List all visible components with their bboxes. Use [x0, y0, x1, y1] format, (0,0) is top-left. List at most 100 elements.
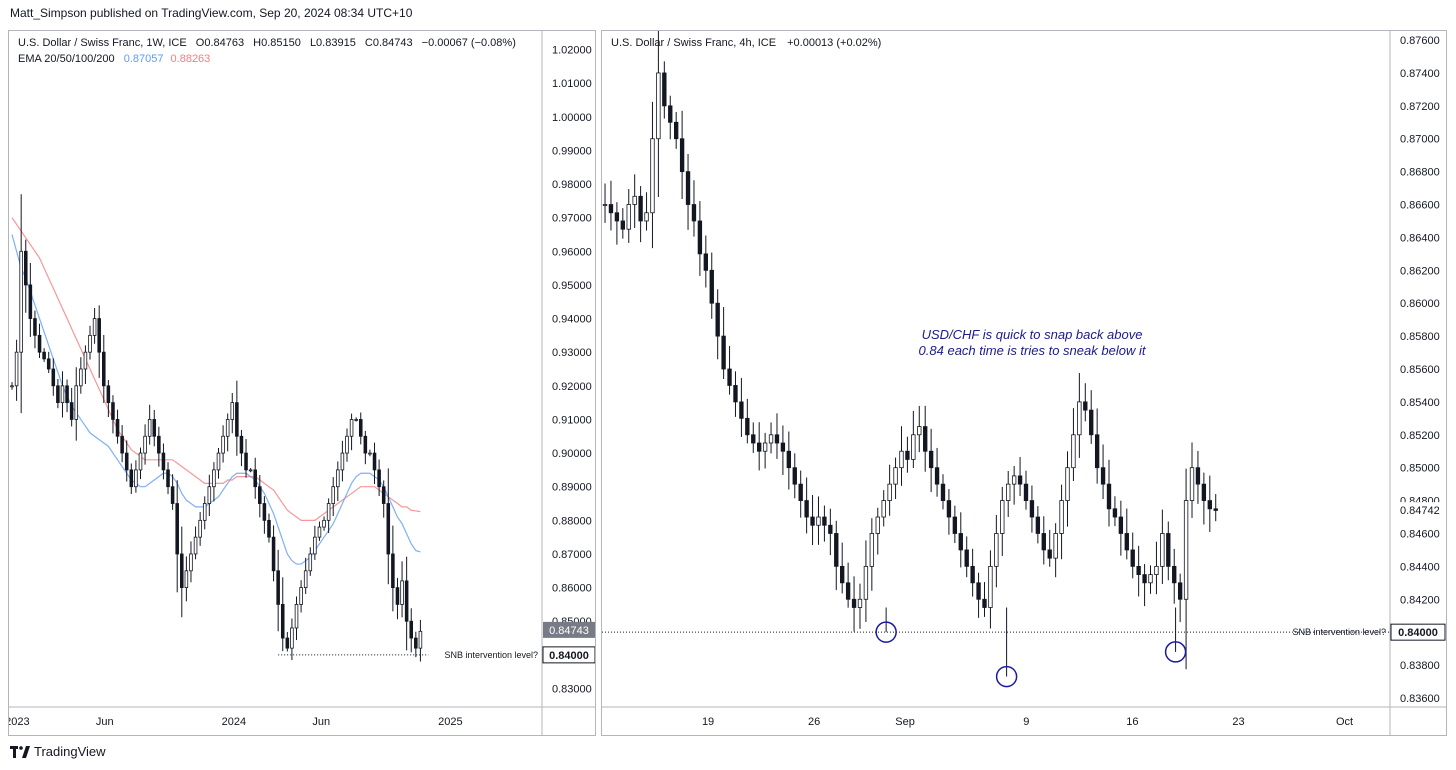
four-hour-y-tick: 0.85400 — [1400, 397, 1440, 409]
four-hour-candle — [679, 110, 685, 199]
four-hour-candle — [674, 111, 679, 149]
weekly-candle — [244, 438, 248, 478]
weekly-candle — [51, 358, 56, 396]
weekly-y-tick: 0.87000 — [552, 549, 592, 561]
four-hour-candle-body — [828, 524, 833, 534]
weekly-candle-body — [262, 503, 267, 521]
weekly-y-tick: 1.00000 — [552, 112, 592, 124]
four-hour-candle-body — [1177, 582, 1183, 600]
weekly-chart-canvas[interactable]: 1.02000 1.01000 1.00000 0.99000 0.98000 0.970… — [9, 31, 595, 735]
weekly-candle-body — [170, 486, 175, 504]
four-hour-chart-canvas[interactable]: 0.87600 0.87400 0.87200 0.87000 0.86800 0.866… — [602, 31, 1446, 735]
weekly-candle-body — [97, 318, 101, 353]
four-hour-y-tick: 0.86400 — [1400, 232, 1440, 244]
four-hour-candle-body — [1053, 533, 1058, 559]
weekly-candle-body — [120, 435, 124, 454]
weekly-candle — [157, 426, 161, 467]
four-hour-candle — [1136, 545, 1141, 597]
weekly-candle — [83, 345, 88, 384]
four-hour-candle — [792, 453, 797, 499]
four-hour-candle — [1035, 506, 1041, 544]
weekly-candle-body — [354, 419, 358, 421]
weekly-candle-body — [336, 469, 340, 488]
four-hour-candle — [745, 398, 750, 444]
four-hour-candle-body — [1059, 500, 1064, 534]
four-hour-candle — [1172, 548, 1177, 604]
four-hour-candle — [614, 202, 620, 245]
four-hour-price-box — [1390, 623, 1446, 641]
weekly-candle — [345, 428, 349, 462]
weekly-candle-body — [285, 637, 290, 649]
weekly-y-tick: 0.98000 — [552, 179, 592, 191]
weekly-candle-body — [313, 536, 317, 555]
four-hour-candle — [715, 289, 720, 360]
weekly-candle-body — [23, 250, 28, 286]
four-hour-candle-body — [1106, 483, 1112, 510]
four-hour-candle — [1166, 521, 1171, 581]
four-hour-snb-level-label: SNB intervention level? — [1292, 627, 1386, 637]
four-hour-y-tick: 0.83800 — [1400, 660, 1440, 672]
weekly-candle — [92, 307, 97, 344]
four-hour-candle — [1106, 459, 1112, 527]
weekly-candle — [212, 462, 216, 502]
weekly-candle-body — [349, 419, 354, 437]
weekly-candle — [331, 477, 335, 517]
four-hour-candle — [875, 507, 880, 555]
weekly-candle — [248, 468, 253, 473]
weekly-candle — [372, 442, 377, 485]
four-hour-candle — [608, 180, 614, 231]
weekly-candle — [134, 460, 138, 493]
four-hour-candle-body — [1154, 565, 1159, 575]
four-hour-candle-body — [1035, 516, 1041, 534]
weekly-candle-body — [138, 452, 143, 471]
weekly-chart-pane[interactable]: 1.02000 1.01000 1.00000 0.99000 0.98000 0.970… — [8, 30, 596, 736]
weekly-low: L0.83915 — [309, 37, 356, 49]
four-hour-y-tick: 0.84400 — [1400, 561, 1440, 573]
four-hour-candle — [1112, 496, 1118, 527]
weekly-candle-body — [143, 435, 147, 454]
weekly-candle-body — [221, 435, 225, 454]
four-hour-candle-body — [934, 467, 940, 485]
weekly-candle-body — [331, 486, 335, 504]
weekly-candle-body — [10, 385, 14, 388]
weekly-candle-body — [368, 452, 372, 455]
four-hour-candle-body — [958, 533, 963, 551]
weekly-candle-body — [106, 385, 111, 404]
four-hour-candle — [976, 572, 981, 618]
four-hour-candle-body — [1195, 467, 1201, 485]
weekly-candle — [124, 440, 129, 482]
weekly-candle — [138, 447, 143, 480]
weekly-candle-body — [124, 452, 129, 471]
weekly-y-tick: 1.01000 — [552, 78, 592, 90]
four-hour-candle — [685, 154, 691, 230]
four-hour-candle-body — [715, 302, 720, 337]
weekly-candle-body — [33, 318, 37, 336]
four-hour-chart-pane[interactable]: 0.87600 0.87400 0.87200 0.87000 0.86800 0.866… — [601, 30, 1447, 736]
tradingview-footer[interactable]: TradingView — [10, 744, 106, 759]
four-hour-candle — [632, 174, 637, 229]
four-hour-candle-body — [804, 500, 809, 518]
weekly-candle — [258, 475, 262, 518]
four-hour-candle — [1100, 444, 1106, 500]
four-hour-candle — [887, 464, 892, 516]
weekly-candle — [221, 425, 225, 463]
four-hour-candle-body — [745, 417, 750, 436]
four-hour-candle — [703, 235, 709, 288]
ema-red-line — [11, 217, 421, 521]
weekly-candle — [69, 387, 74, 427]
four-hour-candle-body — [786, 450, 792, 469]
weekly-candle-body — [37, 334, 42, 353]
weekly-candle-body — [414, 637, 418, 649]
weekly-x-tick: 2023 — [9, 716, 30, 728]
four-hour-candle-body — [1094, 434, 1100, 469]
weekly-candle-body — [28, 284, 33, 319]
four-hour-y-tick: 0.87600 — [1400, 35, 1440, 47]
four-hour-candle — [1047, 529, 1052, 567]
four-hour-candle — [881, 490, 886, 527]
four-hour-y-tick: 0.84200 — [1400, 594, 1440, 606]
four-hour-candle — [733, 371, 738, 417]
weekly-x-tick: 2025 — [438, 716, 462, 728]
four-hour-candle — [810, 494, 815, 546]
weekly-candle-body — [248, 469, 253, 472]
weekly-candle-body — [308, 553, 313, 572]
